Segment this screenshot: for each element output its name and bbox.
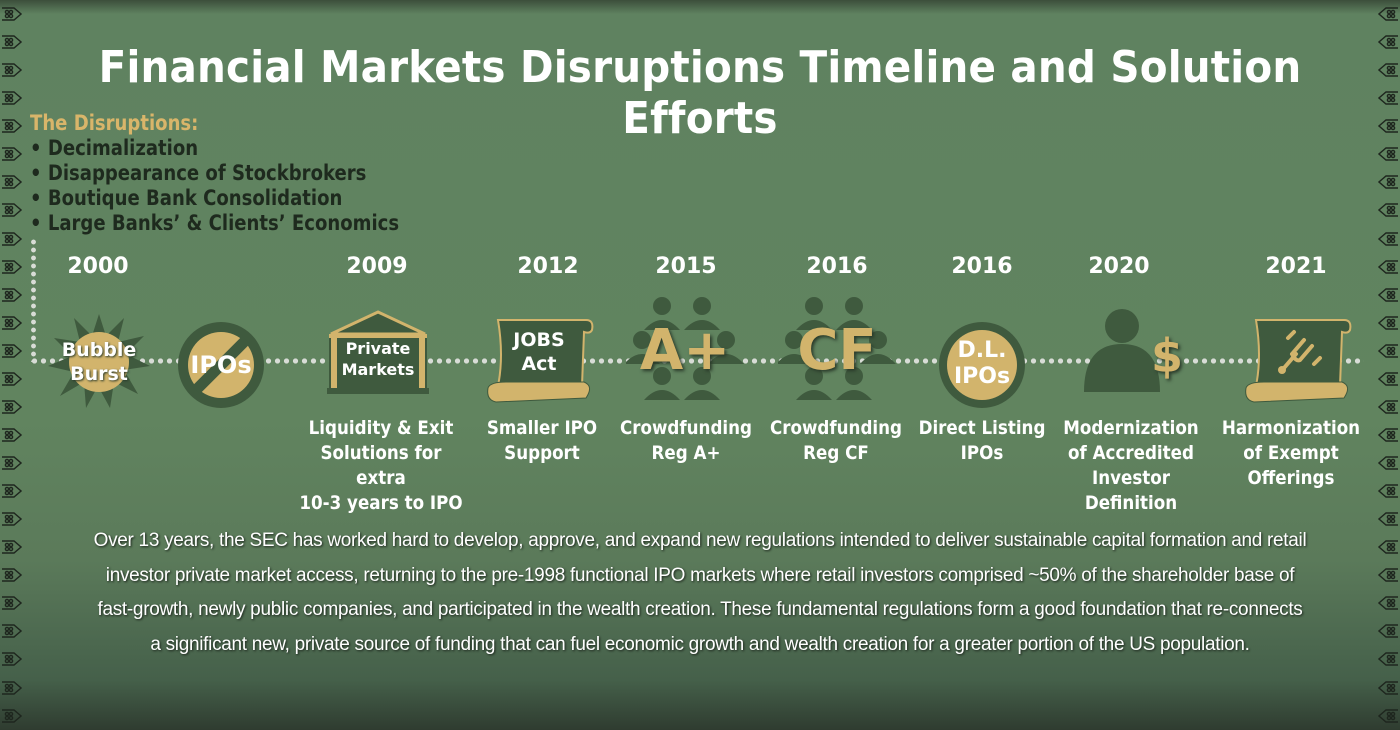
border-ornament-icon	[2, 316, 22, 330]
disruption-item: • Decimalization	[30, 136, 199, 160]
border-ornament-icon	[1378, 316, 1398, 330]
left-border-ornaments	[0, 0, 24, 730]
milestone-label: Crowdfunding Reg A+	[619, 417, 753, 464]
border-ornament-icon	[2, 512, 22, 526]
border-ornament-icon	[1378, 203, 1398, 218]
milestone-label: Direct Listing IPOs	[918, 417, 1046, 464]
border-ornament-icon	[1378, 35, 1398, 49]
border-ornament-icon	[1378, 119, 1398, 133]
year-label: 2015	[655, 254, 717, 279]
milestone-label: Liquidity & Exit Solutions for extra 10-…	[299, 417, 463, 514]
border-ornament-icon	[1378, 568, 1398, 582]
year-label: 2000	[67, 254, 129, 279]
border-ornament-icon	[1378, 456, 1398, 470]
border-ornament-icon	[2, 484, 22, 498]
border-ornament-icon	[1378, 287, 1398, 302]
border-ornament-icon	[1378, 680, 1398, 695]
milestone-label: Crowdfunding Reg CF	[769, 417, 903, 464]
border-ornament-icon	[1378, 259, 1398, 274]
milestone-label: Smaller IPO Support	[486, 417, 598, 464]
border-ornament-icon	[2, 428, 22, 442]
border-ornament-icon	[1378, 344, 1398, 358]
border-ornament-icon	[2, 624, 22, 639]
tuning-fork-scroll-icon	[1244, 316, 1356, 406]
connector-vertical-dots	[31, 238, 36, 362]
border-ornament-icon	[2, 456, 22, 470]
border-ornament-icon	[1378, 596, 1398, 611]
border-ornament-icon	[2, 400, 22, 414]
border-ornament-icon	[1378, 484, 1398, 498]
border-ornament-icon	[1378, 372, 1398, 386]
border-ornament-icon	[1378, 512, 1398, 526]
summary-paragraph: Over 13 years, the SEC has worked hard t…	[93, 530, 1307, 655]
border-ornament-icon	[1378, 708, 1398, 723]
border-ornament-icon	[2, 35, 22, 49]
crowd-cf-icon: CF	[776, 296, 896, 406]
disruption-item: • Large Banks’ & Clients’ Economics	[30, 211, 400, 235]
border-ornament-icon	[2, 203, 22, 218]
year-label: 2020	[1088, 254, 1150, 279]
private-markets-building-icon: Private Markets	[325, 310, 431, 400]
border-ornament-icon	[1378, 175, 1398, 190]
accredited-investor-dollar-icon: $	[1082, 308, 1192, 394]
jobs-act-scroll-icon: JOBS Act	[486, 316, 598, 406]
page-title: Financial Markets Disruptions Timeline a…	[98, 42, 1302, 144]
border-ornament-icon	[2, 708, 22, 723]
disruption-item: • Disappearance of Stockbrokers	[30, 161, 367, 185]
border-ornament-icon	[1378, 624, 1398, 639]
border-ornament-icon	[1378, 147, 1398, 162]
border-ornament-icon	[2, 344, 22, 358]
border-ornament-icon	[2, 652, 22, 667]
crowd-a-plus-icon: A+	[624, 296, 744, 406]
border-ornament-icon	[2, 231, 22, 246]
border-ornament-icon	[1378, 428, 1398, 442]
right-border-ornaments	[1376, 0, 1400, 730]
border-ornament-icon	[1378, 652, 1398, 667]
no-ipos-icon: IPOs	[176, 320, 266, 410]
border-ornament-icon	[2, 372, 22, 386]
border-ornament-icon	[2, 596, 22, 611]
disruptions-heading: The Disruptions:	[30, 111, 199, 135]
border-ornament-icon	[1378, 63, 1398, 77]
year-label: 2012	[517, 254, 579, 279]
border-ornament-icon	[2, 540, 22, 554]
border-ornament-icon	[2, 7, 22, 21]
border-ornament-icon	[2, 287, 22, 302]
bubble-burst-icon: Bubble Burst	[46, 308, 152, 414]
year-label: 2021	[1265, 254, 1327, 279]
milestone-label: Modernization of Accredited Investor Def…	[1063, 417, 1199, 514]
border-ornament-icon	[1378, 7, 1398, 21]
border-ornament-icon	[1378, 91, 1398, 105]
year-label: 2009	[346, 254, 408, 279]
border-ornament-icon	[1378, 231, 1398, 246]
border-ornament-icon	[2, 680, 22, 695]
border-ornament-icon	[2, 63, 22, 77]
border-ornament-icon	[2, 147, 22, 162]
disruption-item: • Boutique Bank Consolidation	[30, 186, 343, 210]
year-label: 2016	[951, 254, 1013, 279]
border-ornament-icon	[1378, 400, 1398, 414]
border-ornament-icon	[2, 91, 22, 105]
border-ornament-icon	[2, 175, 22, 190]
border-ornament-icon	[1378, 540, 1398, 554]
disruptions-list: The Disruptions: • Decimalization • Disa…	[30, 110, 399, 236]
border-ornament-icon	[2, 259, 22, 274]
year-label: 2016	[806, 254, 868, 279]
direct-listing-ipos-icon: D.L. IPOs	[937, 320, 1027, 410]
border-ornament-icon	[2, 119, 22, 133]
milestone-label: Harmonization of Exempt Offerings	[1221, 417, 1361, 489]
border-ornament-icon	[2, 568, 22, 582]
timeline-axis-dots	[30, 358, 1364, 364]
